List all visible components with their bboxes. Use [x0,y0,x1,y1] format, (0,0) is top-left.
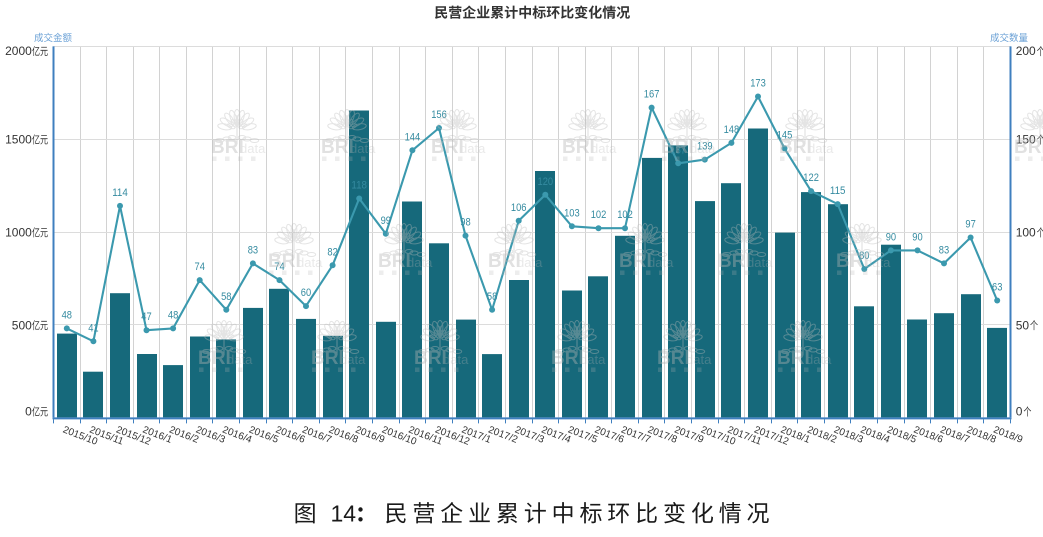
svg-text:144: 144 [405,131,421,143]
svg-text:47: 47 [141,311,151,323]
svg-text:58: 58 [487,291,497,303]
svg-text:1500: 1500 [5,133,32,147]
svg-text:118: 118 [351,180,367,192]
svg-text:58: 58 [221,291,231,303]
svg-text:82: 82 [327,246,337,258]
svg-text:115: 115 [830,185,846,197]
svg-text:41: 41 [88,322,98,334]
svg-text:97: 97 [965,219,975,231]
svg-text:102: 102 [617,209,633,221]
svg-text:50: 50 [1016,318,1030,332]
svg-text:114: 114 [112,187,128,199]
svg-text:102: 102 [591,209,607,221]
svg-text:74: 74 [195,261,205,273]
svg-text:0: 0 [1016,405,1023,419]
svg-text:90: 90 [886,231,896,243]
svg-text:83: 83 [939,244,949,256]
svg-text:148: 148 [724,124,740,136]
svg-text:173: 173 [750,78,766,90]
svg-text:0: 0 [25,405,32,419]
svg-text:83: 83 [248,244,258,256]
svg-text:167: 167 [644,89,660,101]
svg-text:122: 122 [803,172,819,184]
svg-text:500: 500 [12,318,32,332]
svg-text:90: 90 [912,231,922,243]
svg-text:100: 100 [1016,226,1036,240]
svg-text:63: 63 [992,282,1002,294]
svg-text:99: 99 [381,215,391,227]
svg-text:14: 14 [331,501,357,527]
svg-text:106: 106 [511,202,527,214]
svg-text:200: 200 [1016,44,1036,58]
svg-text:48: 48 [62,309,72,321]
svg-text:1000: 1000 [5,226,32,240]
svg-text:60: 60 [301,287,311,299]
svg-text:48: 48 [168,309,178,321]
svg-text:98: 98 [460,217,470,229]
svg-text:103: 103 [564,207,580,219]
svg-text:2000: 2000 [5,44,32,58]
svg-text:120: 120 [538,176,554,188]
